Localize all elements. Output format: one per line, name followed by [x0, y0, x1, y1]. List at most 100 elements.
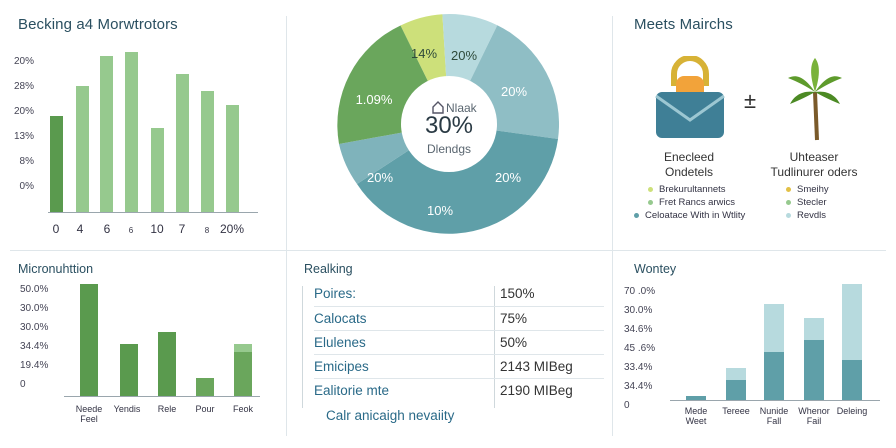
table-row: Poires: 150% [314, 286, 535, 301]
y-tick-label: 45 .6% [624, 343, 656, 354]
chart-bar [764, 304, 784, 352]
panel-table: Realking Poires: 150% Calocats 75% Elulene… [288, 252, 612, 448]
x-tick-label: 8 [204, 226, 210, 235]
chart-bar [76, 86, 89, 212]
table-row: Elulenes 50% [314, 330, 604, 355]
chart-bar [764, 352, 784, 400]
x-tick-label: Feok [232, 404, 253, 414]
y-tick-label: 34.4% [624, 381, 653, 392]
panel-title: Meets Mairchs [634, 16, 733, 33]
pie-label: 20% [494, 170, 522, 185]
divider [612, 16, 613, 436]
panel-icons: Meets Mairchs ± Enecleed Ondetels Uhteas… [614, 0, 896, 250]
panel-pie-chart: Nlaak 30% Dlendgs 14% 20% 1.09% 20% 20% … [288, 0, 612, 250]
label-left-1: Enecleed [663, 150, 715, 164]
x-tick-label: Nunide Fall [759, 406, 789, 426]
chart-bar [804, 340, 824, 400]
y-tick-label: 19.4% [20, 360, 49, 371]
y-tick-label: 34.4% [20, 341, 49, 352]
x-axis [64, 396, 260, 397]
y-tick-label: 0 [20, 379, 26, 390]
house-icon [431, 100, 445, 114]
x-tick-label: Whenor Fail [798, 406, 830, 426]
y-tick-label: 20% [13, 56, 34, 67]
y-tick-label: 33.4% [624, 362, 653, 373]
panel-bar-chart: Becking a4 Morwtrotors 20% 28% 20% 13% 8% 0% … [0, 0, 286, 250]
legend-dot [648, 199, 653, 205]
x-tick-label: Mede Weet [684, 406, 708, 426]
chart-bar [176, 74, 189, 212]
pie-hole [401, 76, 497, 172]
legend-dot [786, 186, 791, 192]
chart-bar [196, 378, 214, 396]
legend-item: Stecler [786, 197, 827, 208]
table-row: Ealitorie mte 2190 MIBeg [314, 378, 604, 403]
pie-label: 20% [500, 84, 528, 99]
label-left-2: Ondetels [664, 165, 714, 179]
plus-minus-symbol: ± [744, 88, 757, 113]
x-tick-label: 6 [103, 222, 111, 236]
chart-bar [226, 105, 239, 212]
x-tick-label: 7 [178, 222, 186, 236]
table-footer: Calr anicaigh nevaiity [326, 408, 455, 423]
label-right-2: Tudlinurer oders [770, 165, 858, 179]
y-tick-label: 20% [13, 106, 34, 117]
x-tick-label: 20% [219, 222, 245, 236]
padlock-envelope-icon [652, 55, 728, 142]
y-tick-label: 30.0% [20, 322, 49, 333]
x-tick-label: Pour [195, 404, 215, 414]
y-tick-label: 70 .0% [624, 286, 656, 297]
divider [10, 250, 886, 251]
chart-bar [842, 360, 862, 400]
y-tick-label: 50.0% [20, 284, 49, 295]
panel-title: Wontey [634, 262, 677, 276]
table: Poires: 150% Calocats 75% Elulenes 50% Emic… [302, 282, 604, 410]
table-border [302, 286, 303, 408]
table-row: Calocats 75% [314, 306, 604, 331]
chart-bar [50, 116, 63, 212]
legend-dot [634, 212, 639, 218]
x-tick-label: Deleing [836, 406, 868, 416]
y-tick-label: 30.0% [624, 305, 653, 316]
palm-tree-icon [784, 56, 846, 142]
x-tick-label: Tereee [722, 406, 750, 416]
chart-bar [804, 318, 824, 340]
divider [286, 16, 287, 436]
chart-bar [125, 52, 138, 212]
legend-item: Smeihy [786, 184, 829, 195]
chart-bar [158, 332, 176, 396]
x-tick-label: Yendis [113, 404, 141, 414]
legend-dot [648, 186, 653, 192]
table-row: Emicipes 2143 MIBeg [314, 354, 604, 379]
x-tick-label: 6 [128, 226, 134, 235]
pie-center-sub: Dlendgs [426, 142, 472, 156]
x-tick-label: 0 [52, 222, 60, 236]
chart-bar [100, 56, 113, 212]
y-tick-label: 34.6% [624, 324, 653, 335]
legend-dot [786, 199, 791, 205]
legend-dot [786, 212, 791, 218]
x-axis [48, 212, 258, 213]
chart-bar [234, 344, 252, 352]
panel-title: Becking a4 Morwtrotors [18, 16, 178, 33]
pie-center-small: Nlaak [446, 101, 477, 115]
legend-item: Celoatace With in Wtlity [634, 210, 745, 221]
panel-stacked-chart: Wontey 70 .0% 30.0% 34.6% 45 .6% 33.4% 34.4% 0… [614, 252, 896, 448]
pie-slice [357, 124, 558, 234]
pie-center-value: 30% [424, 112, 474, 139]
chart-bar [151, 128, 164, 212]
y-tick-label: 30.0% [20, 303, 49, 314]
y-tick-label: 0 [624, 400, 630, 411]
y-tick-label: 13% [13, 131, 34, 142]
table-border [494, 286, 495, 408]
panel-title: Micronuhttion [18, 262, 94, 276]
chart-bar [726, 380, 746, 400]
panel-title: Realking [304, 262, 353, 276]
x-tick-label: Rele [157, 404, 177, 414]
legend-item: Brekurultannets [648, 184, 726, 195]
y-tick-label: 8% [19, 156, 34, 167]
pie-label: 20% [450, 48, 478, 63]
legend-item: Fret Rancs arwics [648, 197, 735, 208]
chart-bar [80, 284, 98, 396]
pie-label: 1.09% [355, 92, 393, 107]
